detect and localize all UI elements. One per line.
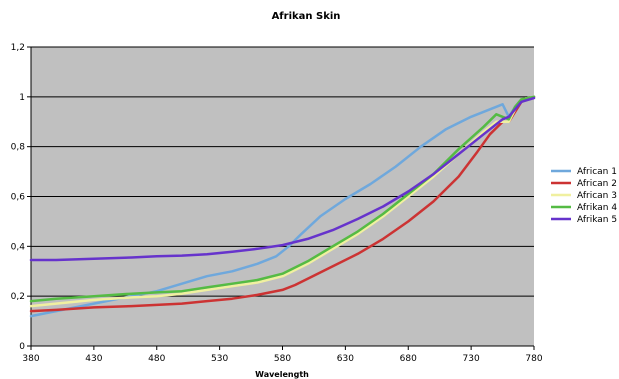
x-tick-label: 780 bbox=[525, 354, 542, 364]
y-tick-label: 0 bbox=[19, 342, 25, 352]
series-line-african-3 bbox=[29, 95, 536, 308]
legend-label: African 3 bbox=[577, 191, 617, 201]
x-axis-ticks: 380 430 480 530 580 630 680 730 780 bbox=[22, 346, 543, 364]
x-tick-label: 380 bbox=[22, 354, 39, 364]
legend-label: African 1 bbox=[577, 167, 617, 177]
x-axis-label: Wavelength bbox=[255, 370, 309, 379]
legend-label: Afrikan 4 bbox=[577, 203, 617, 213]
x-tick-label: 580 bbox=[274, 354, 291, 364]
y-tick-label: 0,8 bbox=[11, 143, 26, 153]
series-line-afrikan-5 bbox=[29, 96, 536, 262]
series-line-afrikan-4 bbox=[29, 95, 536, 303]
y-tick-label: 1 bbox=[19, 93, 25, 103]
y-tick-label: 0,6 bbox=[11, 193, 26, 203]
x-tick-label: 480 bbox=[148, 354, 165, 364]
x-tick-label: 680 bbox=[400, 354, 417, 364]
legend-label: Afrikan 5 bbox=[577, 215, 617, 225]
legend-label: African 2 bbox=[577, 179, 617, 189]
y-axis-ticks: 0 0,2 0,4 0,6 0,8 1 1,2 bbox=[11, 43, 31, 352]
x-tick-label: 430 bbox=[85, 354, 102, 364]
x-tick-label: 630 bbox=[337, 354, 354, 364]
series-lines bbox=[29, 95, 536, 318]
y-tick-label: 0,4 bbox=[11, 242, 26, 252]
y-tick-label: 1,2 bbox=[11, 43, 25, 53]
legend: African 1 African 2 African 3 Afrikan 4 Afri… bbox=[551, 167, 617, 225]
x-tick-label: 530 bbox=[211, 354, 228, 364]
y-tick-label: 0,2 bbox=[11, 292, 25, 302]
chart-title: Afrikan Skin bbox=[272, 11, 341, 22]
x-tick-label: 730 bbox=[463, 354, 480, 364]
